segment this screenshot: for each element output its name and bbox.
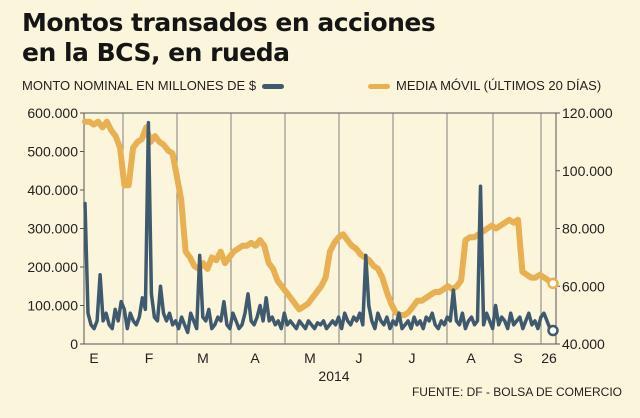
x-tick-label: A — [250, 350, 260, 366]
legend-label-1: MONTO NOMINAL EN MILLONES DE $ — [22, 78, 257, 93]
left-tick-label: 600.000 — [27, 105, 78, 121]
right-tick-label: 120.000 — [562, 105, 613, 121]
right-tick-label: 80.000 — [562, 221, 605, 237]
title-line-1: Montos transados en acciones — [22, 8, 436, 37]
x-tick-label: M — [197, 350, 209, 366]
right-tick-label: 60.000 — [562, 278, 605, 294]
legend-swatch-1 — [262, 84, 285, 90]
legend-label-2: MEDIA MÓVIL (ÚLTIMOS 20 DÍAS) — [396, 78, 602, 93]
x-tick-label: 26 — [541, 350, 557, 366]
left-tick-label: 500.000 — [27, 144, 78, 160]
x-tick-label: M — [304, 350, 316, 366]
title-line-2: en la BCS, en rueda — [22, 38, 290, 67]
left-tick-label: 400.000 — [27, 182, 78, 198]
x-tick-label: J — [356, 350, 363, 366]
x-axis-year: 2014 — [318, 368, 349, 384]
legend-swatch-2 — [368, 84, 390, 90]
left-tick-label: 0 — [70, 336, 78, 352]
series-nominal-amount — [83, 120, 555, 335]
chart-title: Montos transados en acciones en la BCS, … — [22, 8, 436, 68]
left-tick-label: 200.000 — [27, 259, 78, 275]
left-tick-label: 300.000 — [27, 221, 78, 237]
series-moving-average-endpoint — [547, 277, 559, 290]
source-note: FUENTE: DF - BOLSA DE COMERCIO — [411, 385, 622, 399]
right-tick-label: 40.000 — [562, 336, 605, 352]
x-tick-label: A — [466, 350, 476, 366]
series-moving-average — [82, 118, 556, 319]
right-tick-label: 100.000 — [562, 163, 613, 179]
legend-series-2: MEDIA MÓVIL (ÚLTIMOS 20 DÍAS) — [368, 78, 601, 93]
x-tick-label: S — [513, 350, 522, 366]
x-tick-label: J — [409, 350, 416, 366]
left-tick-label: 100.000 — [27, 298, 78, 314]
x-tick-label: E — [89, 350, 98, 366]
legend-series-1: MONTO NOMINAL EN MILLONES DE $ — [22, 78, 285, 93]
x-tick-label: F — [145, 350, 154, 366]
series-nominal-amount-endpoint — [547, 324, 559, 337]
